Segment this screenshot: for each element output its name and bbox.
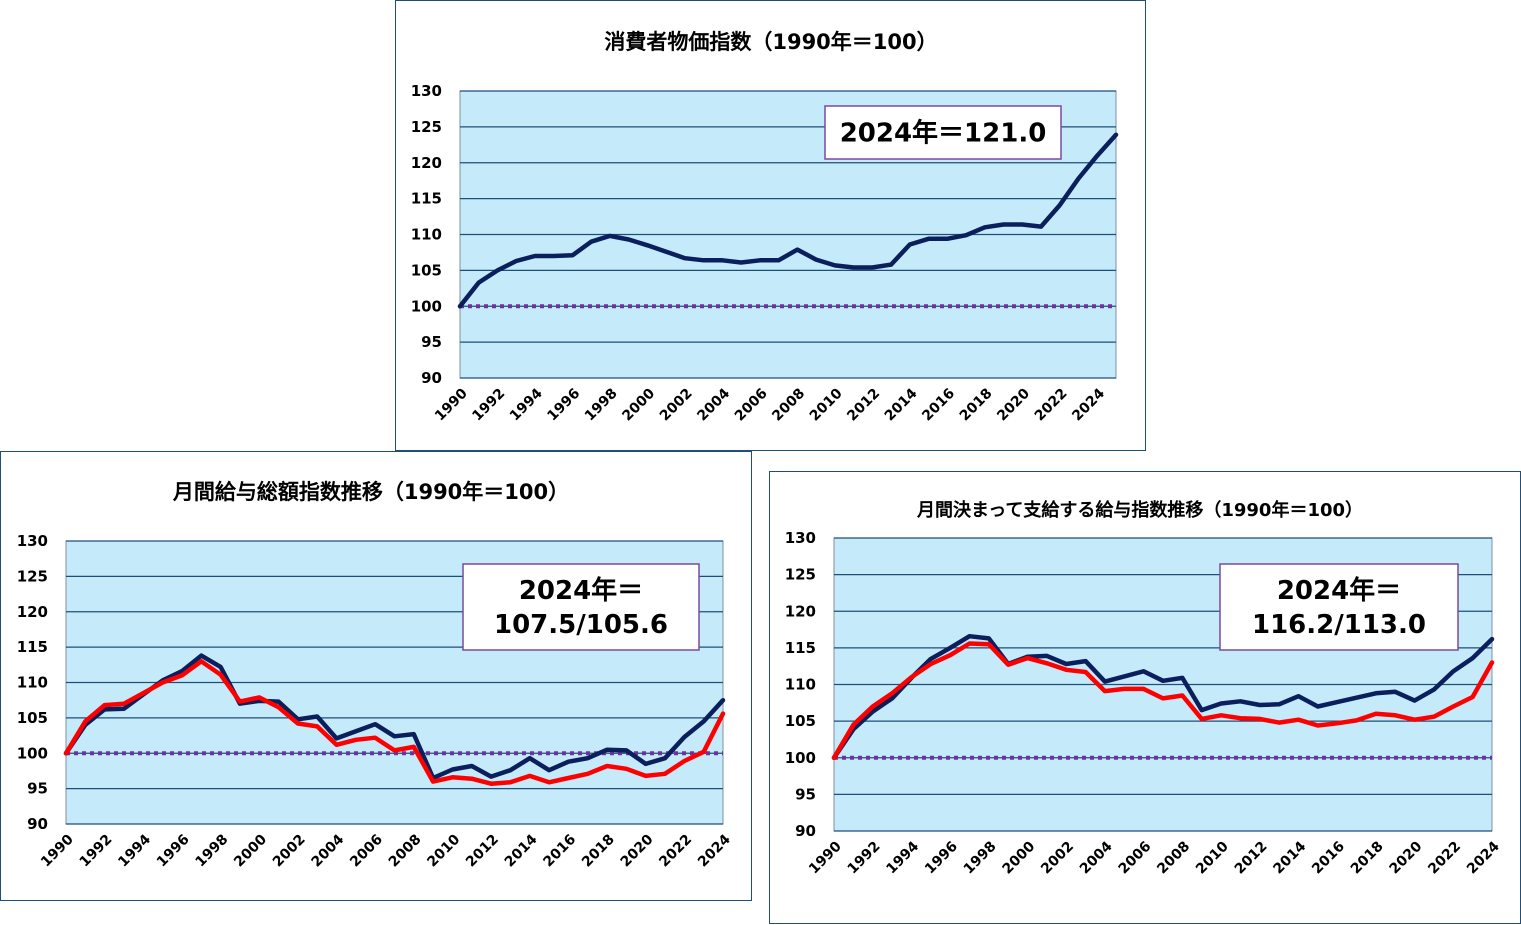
annotation-text: 2024年＝121.0	[840, 118, 1047, 149]
x-tick-label: 2022	[656, 832, 695, 871]
y-tick-label: 95	[795, 785, 816, 803]
x-tick-label: 1994	[883, 838, 922, 877]
x-tick-label: 2002	[270, 832, 309, 871]
x-tick-label: 2024	[695, 831, 734, 870]
x-tick-label: 1990	[38, 831, 77, 870]
y-tick-label: 115	[411, 190, 442, 208]
x-tick-label: 2014	[502, 831, 541, 870]
y-tick-label: 105	[785, 712, 816, 730]
x-tick-label: 1992	[469, 386, 508, 425]
chart-title: 消費者物価指数（1990年＝100）	[604, 30, 937, 54]
chart-title: 月間給与総額指数推移（1990年＝100）	[172, 480, 569, 504]
annotation-text: 2024年＝	[519, 575, 643, 606]
x-tick-label: 2008	[769, 386, 808, 425]
x-tick-label: 2002	[1038, 839, 1077, 878]
x-tick-label: 2016	[1309, 839, 1348, 878]
y-tick-label: 90	[795, 822, 816, 840]
x-tick-label: 2000	[999, 838, 1038, 877]
x-tick-label: 2014	[882, 385, 921, 424]
y-tick-label: 115	[17, 638, 48, 656]
y-tick-label: 105	[411, 261, 442, 279]
cpi-chart-panel: 消費者物価指数（1990年＝100） 130 125 120 115 110 105 100…	[395, 0, 1146, 451]
x-tick-label: 1992	[77, 832, 116, 871]
annotation-text: 116.2/113.0	[1252, 610, 1426, 640]
x-tick-label: 2016	[919, 386, 958, 425]
total-wages-chart-panel: 月間給与総額指数推移（1990年＝100） 130 125 120 115 110 105…	[0, 451, 752, 901]
regular-wages-chart-panel: 月間決まって支給する給与指数推移（1990年＝100） 130 125 120 115…	[769, 471, 1521, 924]
y-tick-label: 100	[785, 749, 816, 767]
x-tick-label: 1990	[432, 385, 471, 424]
x-tick-label: 2008	[1154, 839, 1193, 878]
y-tick-label: 110	[411, 226, 442, 244]
x-tick-label: 2000	[619, 385, 658, 424]
total-wages-chart: 月間給与総額指数推移（1990年＝100） 130 125 120 115 110 105…	[1, 452, 753, 902]
x-tick-label: 2010	[807, 385, 846, 424]
cpi-chart: 消費者物価指数（1990年＝100） 130 125 120 115 110 105 100…	[396, 1, 1147, 452]
y-tick-label: 130	[17, 532, 48, 550]
y-tick-label: 95	[27, 780, 48, 798]
x-tick-label: 2010	[424, 831, 463, 870]
x-tick-label: 2018	[957, 386, 996, 425]
y-tick-label: 95	[421, 333, 442, 351]
x-tick-label: 1998	[961, 839, 1000, 878]
x-tick-label: 1998	[582, 386, 621, 425]
x-tick-label: 2016	[540, 832, 579, 871]
x-tick-label: 2012	[463, 832, 502, 871]
x-tick-label: 2014	[1270, 838, 1309, 877]
y-tick-label: 115	[785, 639, 816, 657]
x-tick-label: 2000	[231, 831, 270, 870]
x-tick-label: 1996	[922, 839, 961, 878]
x-tick-label: 2022	[1425, 839, 1464, 878]
y-tick-label: 120	[17, 603, 48, 621]
y-tick-label: 105	[17, 709, 48, 727]
y-tick-label: 125	[17, 567, 48, 585]
x-tick-label: 2020	[1387, 838, 1426, 877]
y-tick-label: 130	[411, 82, 442, 100]
y-tick-label: 90	[27, 815, 48, 833]
x-tick-label: 1998	[193, 832, 232, 871]
x-tick-label: 2018	[579, 832, 618, 871]
x-tick-label: 2006	[1116, 839, 1155, 878]
x-tick-label: 2006	[347, 832, 386, 871]
x-tick-label: 2024	[1464, 838, 1503, 877]
y-tick-label: 130	[785, 529, 816, 547]
x-tick-label: 2020	[618, 831, 657, 870]
x-tick-label: 2022	[1032, 386, 1071, 425]
x-tick-label: 2004	[694, 385, 733, 424]
x-tick-label: 2002	[657, 386, 696, 425]
y-tick-label: 90	[421, 369, 442, 387]
x-tick-label: 2008	[386, 832, 425, 871]
y-tick-label: 120	[785, 602, 816, 620]
x-tick-label: 2010	[1193, 838, 1232, 877]
x-tick-label: 1990	[806, 838, 845, 877]
x-tick-label: 2020	[994, 385, 1033, 424]
y-tick-label: 125	[411, 118, 442, 136]
x-tick-label: 2012	[1232, 839, 1271, 878]
x-tick-label: 1994	[507, 385, 546, 424]
annotation-text: 107.5/105.6	[494, 610, 668, 640]
x-tick-label: 2004	[308, 831, 347, 870]
x-tick-label: 2004	[1077, 838, 1116, 877]
y-tick-label: 120	[411, 154, 442, 172]
y-tick-label: 110	[785, 676, 816, 694]
y-tick-label: 100	[411, 297, 442, 315]
x-tick-label: 2006	[732, 386, 771, 425]
x-tick-label: 1996	[544, 386, 583, 425]
x-tick-label: 1996	[154, 832, 193, 871]
y-tick-label: 125	[785, 566, 816, 584]
y-tick-label: 110	[17, 674, 48, 692]
chart-title: 月間決まって支給する給与指数推移（1990年＝100）	[916, 499, 1363, 521]
x-tick-label: 2018	[1348, 839, 1387, 878]
x-tick-label: 2012	[844, 386, 883, 425]
regular-wages-chart: 月間決まって支給する給与指数推移（1990年＝100） 130 125 120 115…	[770, 472, 1521, 925]
x-tick-label: 2024	[1069, 385, 1108, 424]
x-tick-label: 1994	[115, 831, 154, 870]
annotation-text: 2024年＝	[1277, 575, 1401, 606]
x-tick-label: 1992	[845, 839, 884, 878]
y-tick-label: 100	[17, 744, 48, 762]
